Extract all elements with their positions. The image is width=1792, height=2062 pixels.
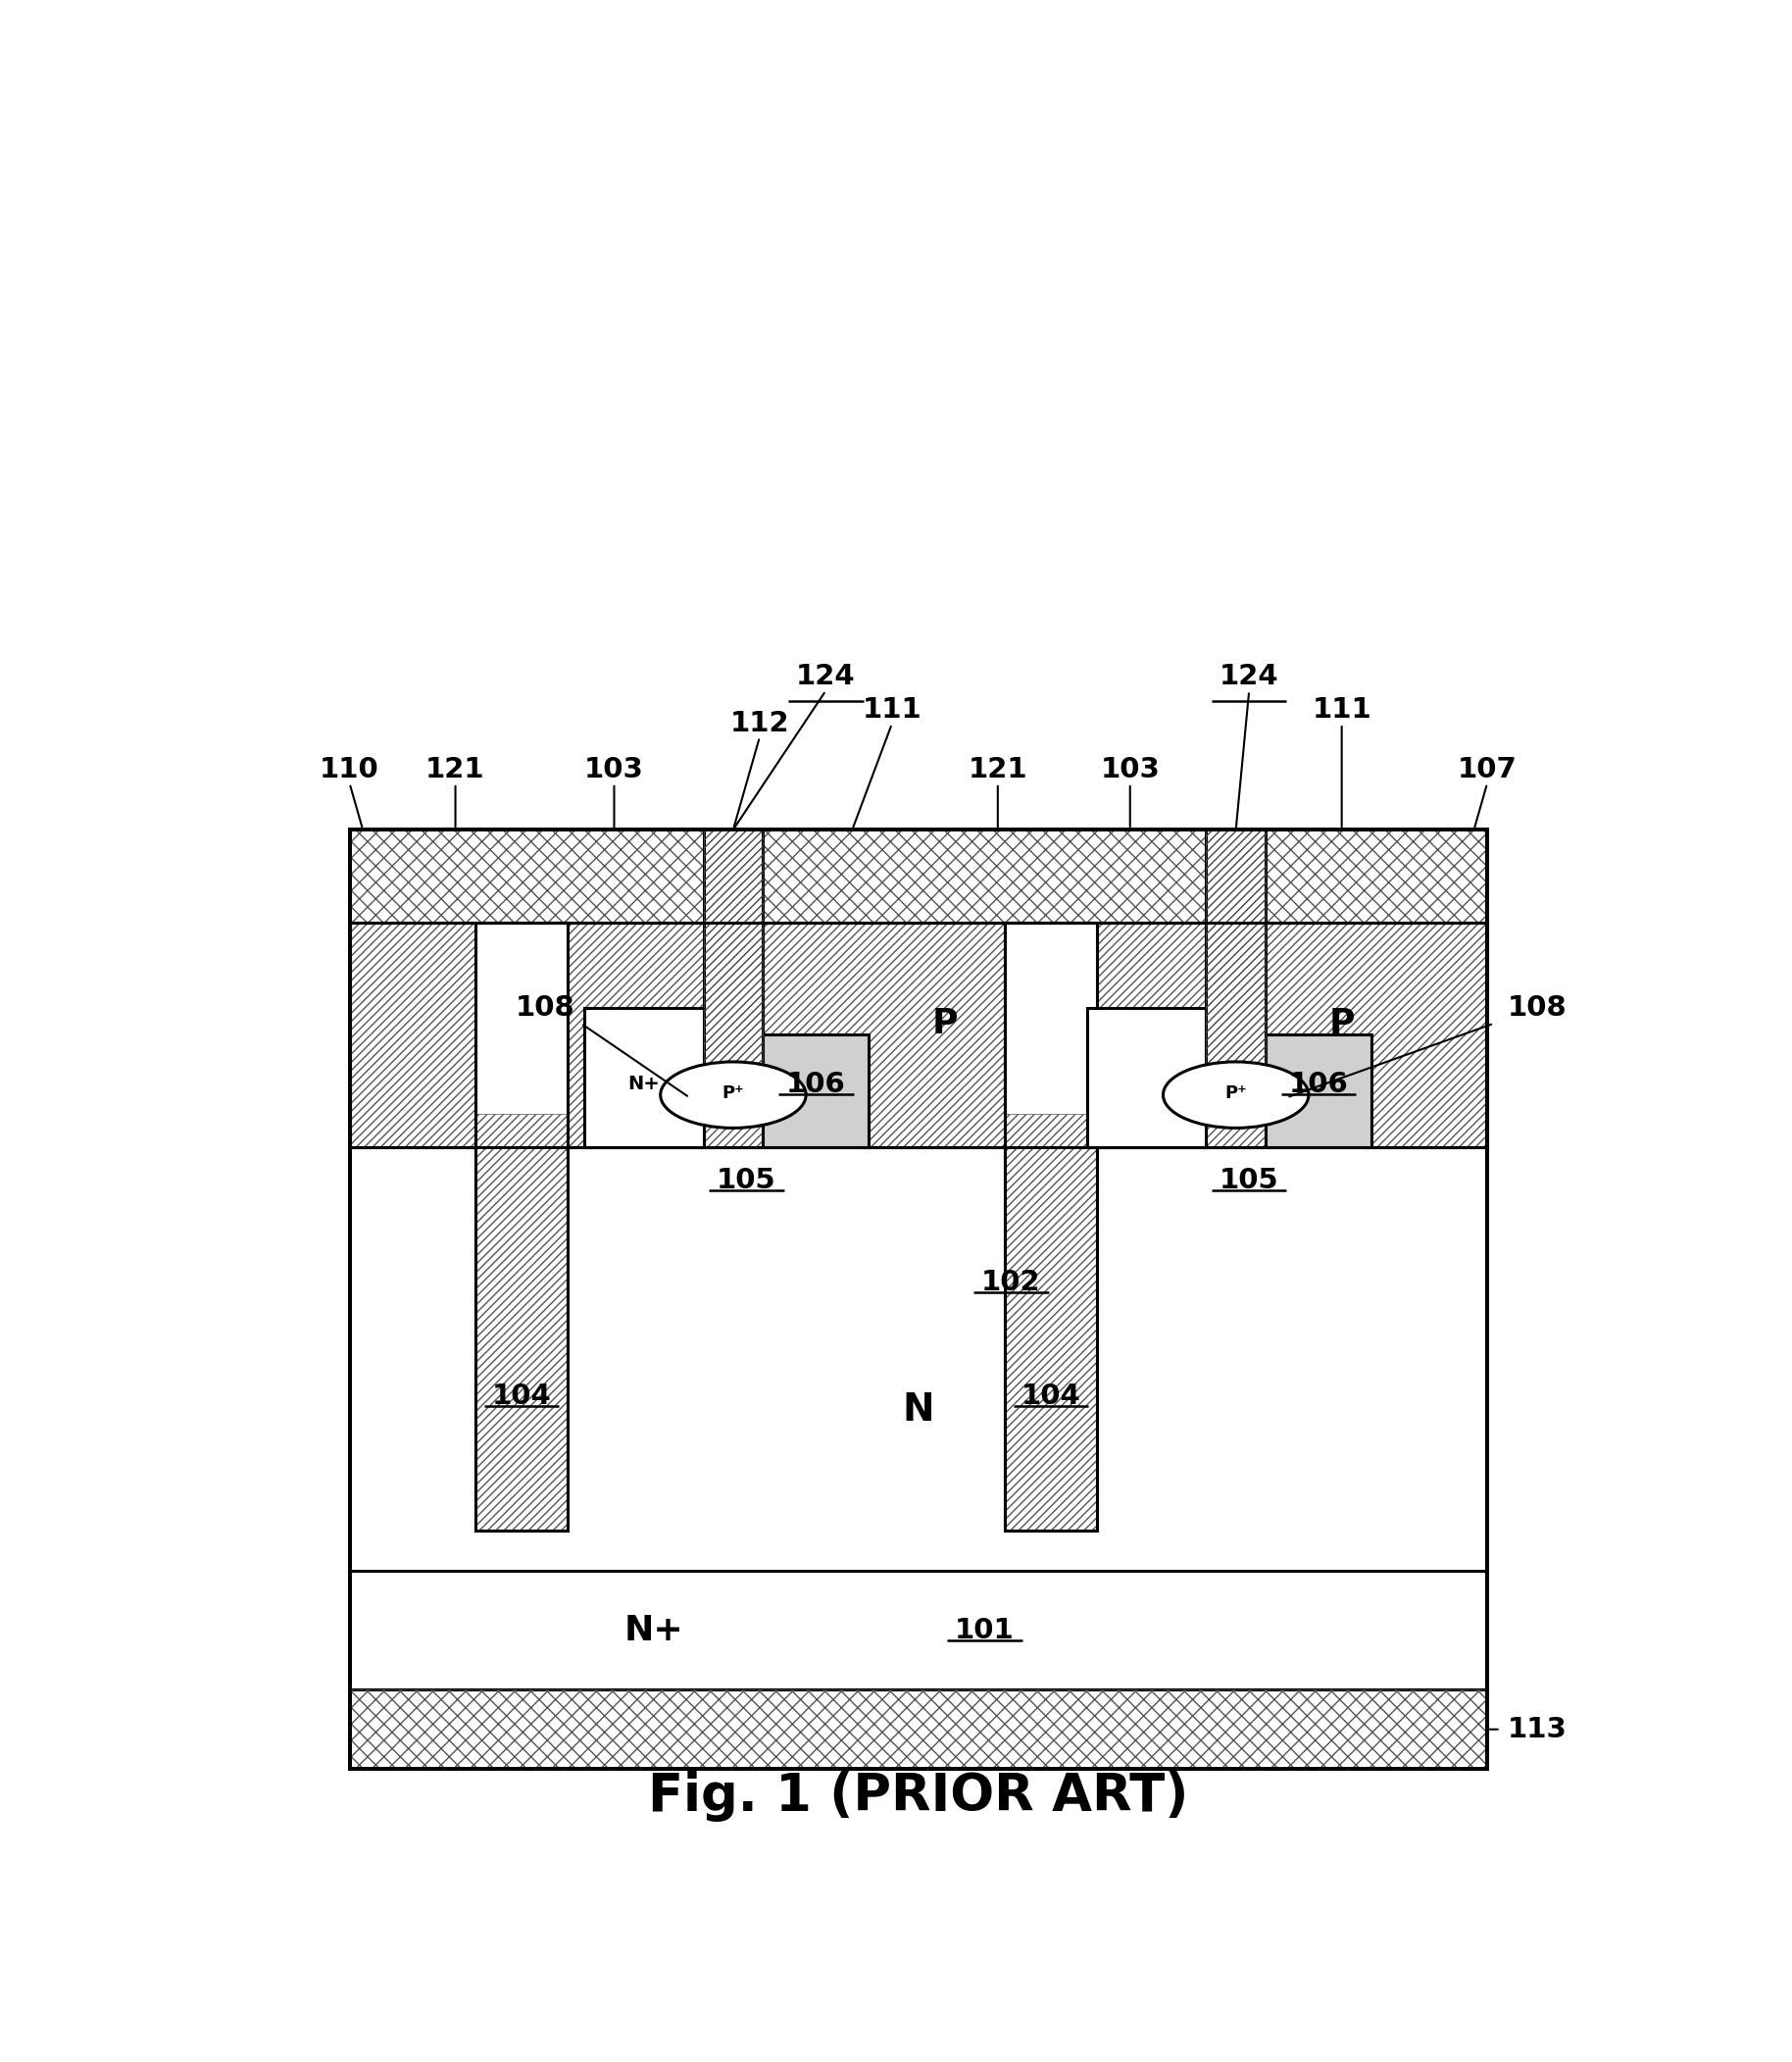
Text: N+: N+ — [624, 1612, 683, 1648]
Bar — [349, 829, 1487, 922]
Text: 103: 103 — [1100, 757, 1159, 784]
Bar — [763, 1035, 869, 1146]
Bar — [704, 829, 763, 1091]
Text: 105: 105 — [1219, 1167, 1279, 1194]
Text: 111: 111 — [1312, 697, 1371, 724]
Text: 108: 108 — [1507, 994, 1566, 1021]
Text: P: P — [1328, 1006, 1355, 1039]
Bar — [1265, 1035, 1371, 1146]
Text: 113: 113 — [1507, 1716, 1566, 1742]
Text: 104: 104 — [1021, 1384, 1081, 1410]
Text: 124: 124 — [796, 664, 855, 691]
Bar — [584, 1008, 704, 1146]
Bar — [349, 922, 1487, 1146]
Bar — [1004, 922, 1097, 1530]
Bar — [1004, 1113, 1097, 1530]
Text: P: P — [932, 1006, 959, 1039]
Text: 121: 121 — [426, 757, 486, 784]
Text: P⁺: P⁺ — [1224, 1085, 1247, 1103]
Bar — [475, 922, 568, 1530]
Text: P⁺: P⁺ — [722, 1085, 744, 1103]
Bar — [1004, 922, 1097, 1530]
Text: 105: 105 — [717, 1167, 776, 1194]
Text: 108: 108 — [514, 994, 575, 1021]
Text: 106: 106 — [787, 1070, 846, 1097]
Bar — [349, 1571, 1487, 1689]
Text: N: N — [903, 1392, 934, 1429]
Bar — [1088, 1008, 1206, 1146]
Text: 102: 102 — [982, 1268, 1041, 1297]
Bar — [349, 1146, 1487, 1571]
Text: 111: 111 — [862, 697, 921, 724]
Ellipse shape — [661, 1062, 806, 1128]
Text: 112: 112 — [729, 709, 788, 736]
Bar — [1206, 829, 1265, 1091]
Bar — [349, 829, 1487, 1769]
Bar — [1206, 829, 1265, 1091]
Text: 104: 104 — [491, 1384, 552, 1410]
Text: N+: N+ — [627, 1074, 659, 1093]
Bar — [475, 1113, 568, 1530]
Text: 107: 107 — [1457, 757, 1518, 784]
Text: 103: 103 — [584, 757, 643, 784]
Text: 121: 121 — [968, 757, 1027, 784]
Bar — [349, 1689, 1487, 1769]
Bar — [349, 1689, 1487, 1769]
Bar — [475, 922, 568, 1530]
Bar — [349, 922, 1487, 1146]
Bar — [349, 829, 1487, 922]
Text: Fig. 1 (PRIOR ART): Fig. 1 (PRIOR ART) — [649, 1771, 1188, 1823]
Bar — [349, 922, 1487, 1146]
Text: 124: 124 — [1219, 664, 1279, 691]
Ellipse shape — [1163, 1062, 1308, 1128]
Text: 101: 101 — [955, 1617, 1014, 1643]
Bar — [704, 829, 763, 1091]
Text: 110: 110 — [319, 757, 380, 784]
Text: 106: 106 — [1288, 1070, 1348, 1097]
